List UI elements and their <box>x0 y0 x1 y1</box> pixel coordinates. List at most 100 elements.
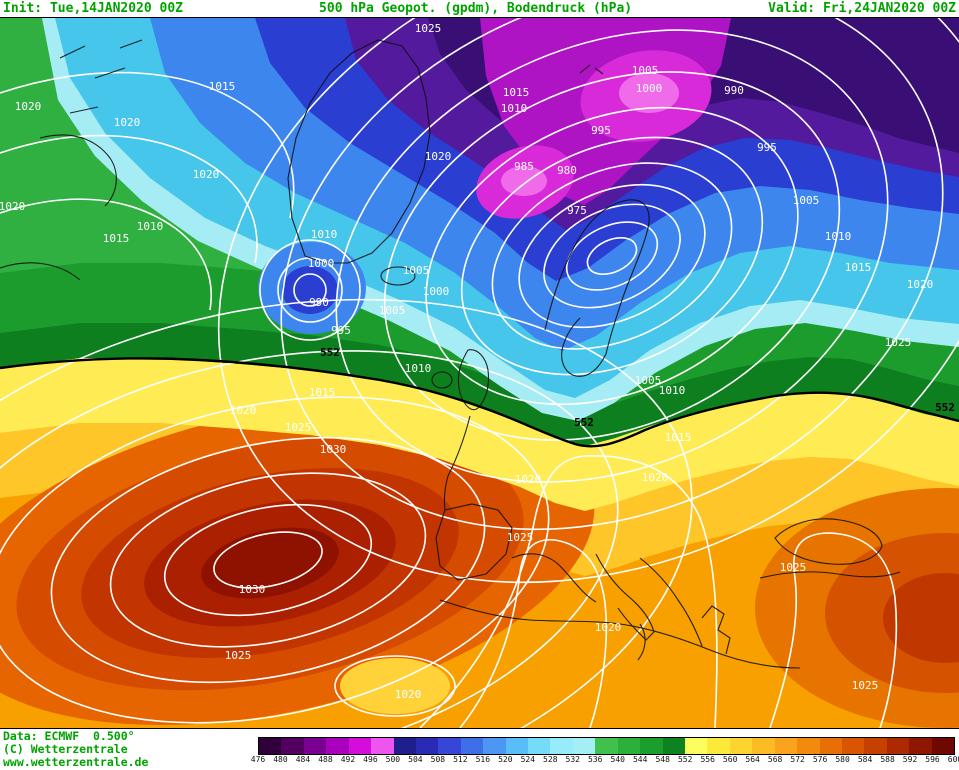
isobar-label: 1015 <box>309 386 336 399</box>
colorbar-tick-label: 572 <box>790 755 805 764</box>
colorbar-cell <box>662 738 686 754</box>
colorbar-cell <box>617 738 641 754</box>
isobar-label: 995 <box>331 324 351 337</box>
colorbar-tick-label: 516 <box>475 755 491 764</box>
colorbar-cell <box>819 738 842 754</box>
colorbar-tick-label: 524 <box>520 755 536 764</box>
colorbar-tick-label: 512 <box>453 755 468 764</box>
isobar-label: 995 <box>591 124 611 137</box>
colorbar-tick-label: 584 <box>857 755 873 764</box>
colorbar-cell <box>640 738 663 754</box>
colorbar-tick-label: 480 <box>273 755 288 764</box>
colorbar-cell <box>774 738 798 754</box>
colorbar-tick-label: 576 <box>812 755 828 764</box>
weather-map-svg: 1020 1015 1020 1020 1020 1010 1015 1010 1000 990 9… <box>0 18 959 728</box>
colorbar-cell <box>572 738 596 754</box>
footer-bar: Data: ECMWF 0.500° (C) Wetterzentrale ww… <box>0 729 959 770</box>
colorbar-cell <box>505 738 529 754</box>
colorbar-tick-label: 504 <box>408 755 423 764</box>
isobar-label: 1025 <box>780 561 807 574</box>
isobar-label: 1020 <box>907 278 934 291</box>
colorbar-tick-label: 532 <box>565 755 580 764</box>
colorbar-cell <box>348 738 372 754</box>
isobar-label: 1020 <box>515 473 542 486</box>
colorbar-tick-label: 564 <box>745 755 760 764</box>
isobar-label: 990 <box>724 84 744 97</box>
colorbar-cell <box>864 738 887 754</box>
isobar-label: 1030 <box>239 583 266 596</box>
isobar-label: 1010 <box>659 384 686 397</box>
thickness-552-line <box>0 357 959 448</box>
colorbar-cell <box>326 738 349 754</box>
colorbar-tick-label: 560 <box>722 755 738 764</box>
isobar-label: 1015 <box>103 232 130 245</box>
isobar-label: 1010 <box>405 362 432 375</box>
colorbar-tick-label: 536 <box>588 755 603 764</box>
isobar-label: 1010 <box>137 220 164 233</box>
isobar-label: 1005 <box>632 64 659 77</box>
data-source-label: Data: ECMWF 0.500° <box>3 729 135 743</box>
colorbar-tick-label: 484 <box>295 755 311 764</box>
isobar-label: 980 <box>557 164 577 177</box>
isobar-label: 990 <box>309 296 329 309</box>
isobar-label: 1000 <box>308 257 335 270</box>
colorbar-tick-label: 596 <box>925 755 940 764</box>
colorbar-cell <box>415 738 439 754</box>
isobar-label: 1025 <box>885 336 912 349</box>
colorbar-tick-label: 540 <box>610 755 625 764</box>
colorbar-tick-label: 528 <box>543 755 558 764</box>
isobar-label: 975 <box>567 204 587 217</box>
coastlines-layer <box>0 39 901 669</box>
colorbar-cell <box>886 738 910 754</box>
isobar-label: 1005 <box>379 304 406 317</box>
isobar-label: 1010 <box>311 228 338 241</box>
isobar-label: 985 <box>514 160 534 173</box>
colorbar-cell <box>752 738 775 754</box>
chart-title: 500 hPa Geopot. (gpdm), Bodendruck (hPa) <box>319 1 633 16</box>
colorbar-tick-label: 568 <box>767 755 783 764</box>
colorbar-cell <box>550 738 573 754</box>
isobar-label: 1020 <box>114 116 141 129</box>
credits-block: Data: ECMWF 0.500° (C) Wetterzentrale ww… <box>3 730 148 769</box>
colorbar <box>258 737 955 755</box>
colorbar-cell <box>460 738 484 754</box>
copyright-label: (C) Wetterzentrale <box>3 742 128 756</box>
colorbar-tick-label: 548 <box>655 755 670 764</box>
init-time-label: Init: Tue,14JAN2020 00Z <box>3 1 184 16</box>
website-label: www.wetterzentrale.de <box>3 755 149 769</box>
colorbar-tick-label: 592 <box>902 755 918 764</box>
thickness-label: 552 <box>320 346 340 359</box>
isobar-label: 1000 <box>423 285 450 298</box>
colorbar-cell <box>931 738 955 754</box>
colorbar-cell <box>393 738 416 754</box>
colorbar-tick-label: 496 <box>363 755 378 764</box>
colorbar-tick-label: 508 <box>430 755 446 764</box>
colorbar-cell <box>797 738 820 754</box>
colorbar-cell <box>371 738 394 754</box>
isobar-label: 1005 <box>403 264 430 277</box>
isobar-label: 1015 <box>845 261 872 274</box>
colorbar-tick-label: 500 <box>385 755 401 764</box>
isobar-label: 1020 <box>395 688 422 701</box>
isobar-label: 1020 <box>425 150 452 163</box>
colorbar-cell <box>595 738 618 754</box>
colorbar-cell <box>438 738 461 754</box>
isobar-label: 1020 <box>230 404 257 417</box>
isobar-label: 1020 <box>642 471 669 484</box>
isobar-label: 1020 <box>15 100 42 113</box>
colorbar-cell <box>841 738 865 754</box>
isobar-lines-layer <box>0 18 959 728</box>
map-area: 1020 1015 1020 1020 1020 1010 1015 1010 1000 990 9… <box>0 17 959 729</box>
map-value-labels: 1020 1015 1020 1020 1020 1010 1015 1010 1000 990 9… <box>0 22 955 701</box>
colorbar-cell <box>259 738 282 754</box>
colorbar-tick-label: 488 <box>318 755 333 764</box>
isobar-label: 1025 <box>852 679 879 692</box>
colorbar-cell <box>303 738 327 754</box>
colorbar-cell <box>707 738 730 754</box>
isobar-label: 1025 <box>415 22 442 35</box>
isobar-label: 1000 <box>636 82 663 95</box>
colorbar-cell <box>909 738 932 754</box>
isobar-label: 1020 <box>193 168 220 181</box>
isobar-label: 1020 <box>0 200 25 213</box>
colorbar-cell <box>281 738 304 754</box>
